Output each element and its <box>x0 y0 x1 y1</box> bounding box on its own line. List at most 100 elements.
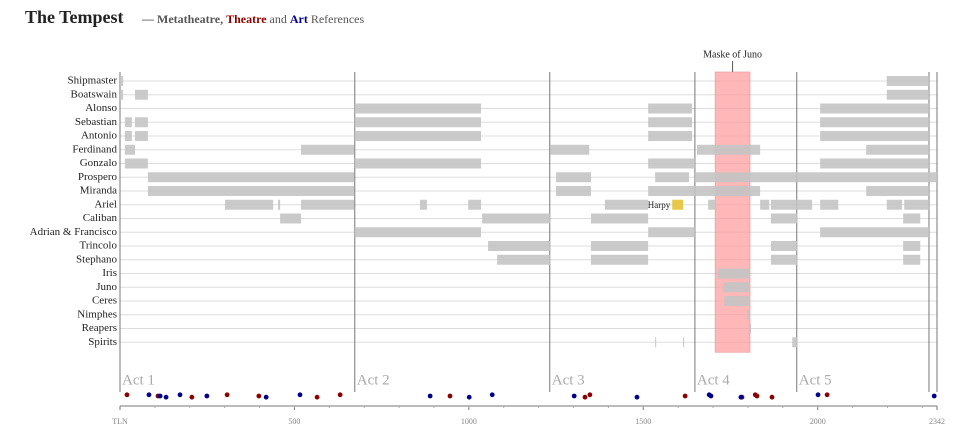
presence-bar <box>886 199 903 210</box>
character-name: Miranda <box>80 185 117 197</box>
highlight-band <box>714 71 751 353</box>
presence-bar <box>420 199 427 210</box>
presence-bar <box>648 158 695 169</box>
presence-bar <box>770 241 798 251</box>
subtitle-text: — Metatheatre, <box>141 12 223 26</box>
presence-bar <box>708 199 717 210</box>
x-tick-label: 2000 <box>810 417 826 426</box>
presence-bar <box>135 89 148 100</box>
character-name: Ferdinand <box>72 143 117 155</box>
reference-dot <box>815 392 821 398</box>
reference-dot <box>204 393 210 399</box>
subtitle-text: and <box>270 12 287 26</box>
character-name: Adrian & Francisco <box>30 226 118 238</box>
reference-dot <box>582 394 588 400</box>
presence-bar <box>820 117 929 128</box>
x-tick-label: 1500 <box>635 417 651 426</box>
reference-dot <box>314 394 320 400</box>
presence-bar <box>648 103 693 114</box>
act-label: Act 4 <box>697 372 730 388</box>
reference-dot <box>587 392 593 398</box>
presence-bar <box>590 241 649 251</box>
legend-art: Art <box>290 12 308 26</box>
character-name: Nimphes <box>77 308 117 320</box>
character-name: Ceres <box>92 295 117 307</box>
legend-theatre: Theatre <box>226 12 267 26</box>
character-name: Caliban <box>83 212 118 224</box>
character-name: Antonio <box>81 130 118 142</box>
presence-bar <box>655 337 657 348</box>
chart-title: The Tempest <box>25 7 124 27</box>
reference-dot <box>769 394 775 400</box>
character-name: Reapers <box>82 322 117 334</box>
annotation: Harpy <box>648 200 671 210</box>
presence-bar <box>354 117 482 128</box>
presence-bar <box>770 199 813 210</box>
presence-bar <box>482 213 551 224</box>
reference-dot <box>466 394 472 400</box>
presence-bar <box>354 131 482 141</box>
presence-bar <box>590 213 649 224</box>
presence-bar <box>488 241 551 251</box>
presence-bar <box>820 131 929 141</box>
presence-bar <box>820 103 929 114</box>
character-name: Sebastian <box>75 116 118 128</box>
presence-bar <box>556 186 591 196</box>
act-label: Act 1 <box>122 372 155 388</box>
character-name: Shipmaster <box>68 75 118 87</box>
presence-bar <box>648 186 761 196</box>
character-name: Ariel <box>94 198 117 210</box>
presence-bar <box>280 213 302 224</box>
act-label: Act 5 <box>799 372 832 388</box>
presence-bar <box>820 158 929 169</box>
presence-bar <box>124 117 132 128</box>
presence-bar <box>135 131 148 141</box>
presence-bar <box>147 172 355 183</box>
character-name: Boatswain <box>71 88 118 100</box>
presence-bar <box>747 309 751 320</box>
character-name: Alonso <box>85 102 117 114</box>
reference-dot <box>163 394 169 400</box>
presence-bar <box>820 227 929 238</box>
reference-dot <box>931 393 937 399</box>
reference-dot <box>157 393 163 399</box>
presence-bar <box>468 199 482 210</box>
presence-bar <box>604 199 649 210</box>
act-label: Act 2 <box>357 372 390 388</box>
presence-bar <box>723 282 751 293</box>
presence-bar <box>135 117 148 128</box>
presence-bar <box>354 158 482 169</box>
presence-bar <box>770 254 798 265</box>
presence-bar <box>556 172 591 183</box>
x-tick-label: 2342 <box>929 417 945 426</box>
presence-bar <box>590 254 649 265</box>
reference-dot <box>146 392 152 398</box>
reference-dot <box>824 392 830 398</box>
presence-bar <box>648 227 695 238</box>
reference-dot <box>708 393 714 399</box>
x-tick-label: TLN <box>112 417 128 426</box>
reference-dot <box>189 394 195 400</box>
reference-dot <box>337 392 343 398</box>
presence-bar <box>301 199 355 210</box>
reference-dot <box>447 393 453 399</box>
presence-bar <box>497 254 551 265</box>
reference-dot <box>738 394 744 400</box>
presence-bar <box>124 144 136 155</box>
presence-bar <box>124 131 132 141</box>
presence-bar <box>886 76 929 86</box>
presence-bar <box>866 144 929 155</box>
annotation: Maske of Juno <box>703 49 762 60</box>
presence-bar <box>648 131 693 141</box>
presence-bar <box>354 103 482 114</box>
reference-dot <box>263 394 269 400</box>
reference-dot <box>427 393 433 399</box>
presence-bar <box>866 186 929 196</box>
reference-dot <box>571 393 577 399</box>
x-tick-label: 1000 <box>461 417 477 426</box>
presence-bar <box>354 227 482 238</box>
reference-dot <box>489 392 495 398</box>
presence-bar <box>120 76 124 86</box>
subtitle: — Metatheatre, Theatre and Art Reference… <box>141 12 364 26</box>
